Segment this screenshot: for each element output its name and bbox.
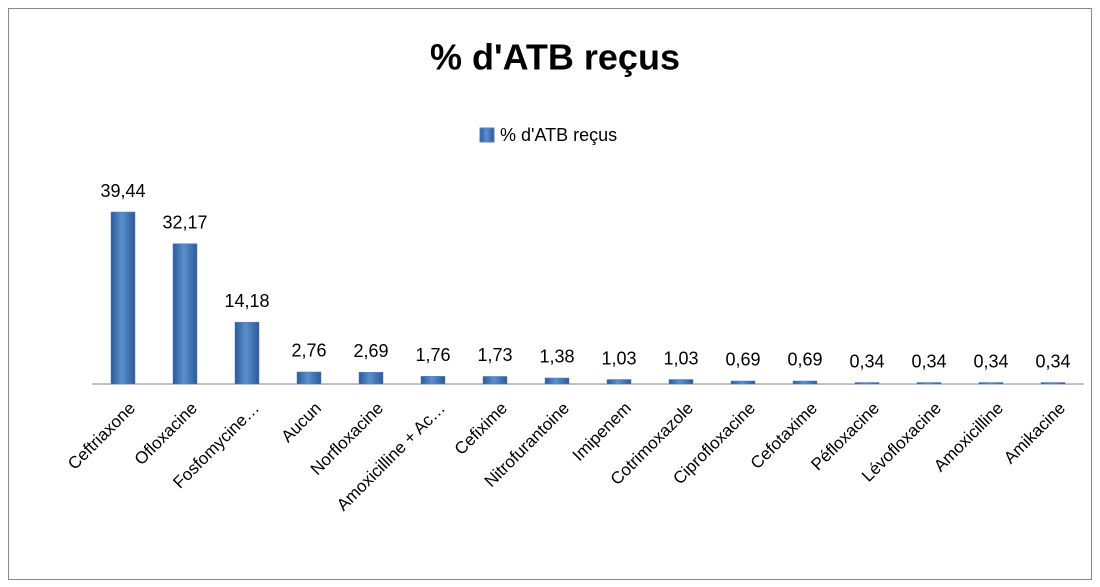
- bar: [854, 382, 880, 385]
- data-label: 39,44: [100, 181, 145, 201]
- bar: [110, 211, 136, 385]
- bar: [296, 371, 322, 385]
- data-label: 1,03: [663, 348, 698, 368]
- bar: [544, 377, 570, 385]
- legend-label: % d'ATB reçus: [500, 125, 617, 145]
- bar: [978, 382, 1004, 385]
- data-label: 1,38: [539, 347, 574, 367]
- data-label: 0,34: [911, 351, 946, 371]
- data-label: 0,69: [725, 350, 760, 370]
- bar: [606, 379, 632, 385]
- data-label: 1,03: [601, 348, 636, 368]
- bar: [358, 372, 384, 385]
- data-label: 0,34: [849, 351, 884, 371]
- data-label: 2,76: [291, 341, 326, 361]
- bar: [234, 321, 260, 385]
- data-label: 1,76: [415, 345, 450, 365]
- data-label: 0,34: [1035, 351, 1070, 371]
- bar: [172, 243, 198, 385]
- data-label: 14,18: [224, 291, 269, 311]
- bar: [668, 379, 694, 385]
- bar: [792, 380, 818, 385]
- data-label: 32,17: [162, 212, 207, 232]
- legend-swatch: [479, 127, 495, 143]
- bar: [730, 380, 756, 385]
- bar: [916, 382, 942, 385]
- data-label: 1,73: [477, 345, 512, 365]
- data-label: 0,34: [973, 351, 1008, 371]
- data-label: 0,69: [787, 350, 822, 370]
- data-label: 2,69: [353, 341, 388, 361]
- bar: [1040, 382, 1066, 385]
- bar: [482, 376, 508, 385]
- chart-frame: [8, 8, 1092, 580]
- chart-title: % d'ATB reçus: [430, 37, 680, 78]
- bar: [420, 376, 446, 385]
